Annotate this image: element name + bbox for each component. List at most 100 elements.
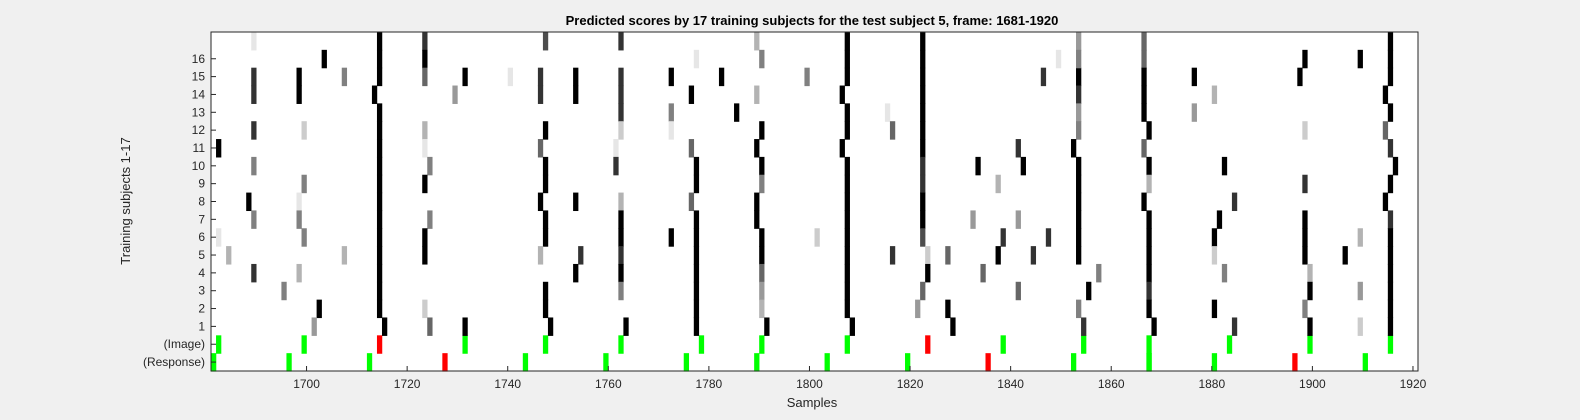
heatmap-cell	[1387, 49, 1394, 69]
heatmap-cell	[920, 174, 926, 194]
heatmap-cell	[844, 263, 850, 283]
heatmap-cell	[422, 67, 428, 87]
y-tick-label: 4	[198, 266, 205, 280]
heatmap-cell	[1226, 335, 1233, 354]
heatmap-cell	[376, 335, 383, 354]
heatmap-cell	[1387, 103, 1394, 122]
heatmap-cell	[1146, 121, 1152, 140]
heatmap-cell	[462, 335, 468, 354]
heatmap-cell	[366, 353, 373, 372]
heatmap-cell	[1096, 263, 1102, 283]
heatmap-cell	[1040, 67, 1047, 87]
y-axis: 16 15 14 13 12 11 10 9 8 7 6 5 4 3 2 1 (Image) (Response)	[143, 52, 216, 369]
heatmap-cell	[1081, 335, 1087, 354]
heatmap-cell	[547, 317, 554, 336]
heatmap-cell	[1076, 246, 1082, 265]
heatmap-cell	[216, 139, 222, 158]
heatmap-cell	[251, 121, 257, 140]
heatmap-cell	[1141, 192, 1147, 212]
heatmap-cell	[376, 174, 383, 194]
heatmap-cell	[462, 67, 468, 87]
heatmap-cell	[422, 299, 428, 319]
heatmap-cell	[985, 353, 991, 372]
heatmap-cell	[693, 49, 700, 69]
heatmap-cell	[618, 192, 624, 212]
heatmap-cell	[1076, 67, 1082, 87]
heatmap-cell	[442, 353, 448, 372]
heatmap-cell	[889, 246, 896, 265]
heatmap-cell	[422, 121, 428, 140]
heatmap-cell	[693, 228, 700, 247]
heatmap-cell	[734, 103, 740, 122]
y-tick-label: 5	[198, 248, 205, 262]
heatmap-cell	[920, 210, 926, 229]
heatmap-cell	[1307, 335, 1313, 354]
heatmap-cell	[884, 103, 891, 122]
heatmap-cell	[296, 192, 302, 212]
y-tick-label: (Response)	[143, 355, 205, 369]
heatmap-cell	[573, 85, 579, 104]
heatmap-cell	[1231, 192, 1238, 212]
heatmap-cell	[759, 228, 765, 247]
heatmap-cell	[1307, 263, 1313, 283]
heatmap-cell	[376, 281, 383, 301]
heatmap-cell	[246, 192, 252, 212]
heatmap-cell	[995, 246, 1001, 265]
heatmap-cell	[537, 85, 544, 104]
heatmap-cell	[1392, 156, 1399, 176]
heatmap-cell	[376, 299, 383, 319]
heatmap-cell	[1015, 281, 1021, 301]
heatmap-cell	[376, 246, 383, 265]
heatmap-cell	[920, 281, 926, 301]
heatmap-cell	[1191, 67, 1197, 87]
heatmap-cell	[1302, 228, 1308, 247]
heatmap-cell	[1357, 228, 1363, 247]
x-tick-label: 1800	[796, 377, 823, 391]
heatmap-cell	[452, 85, 458, 104]
heatmap-cell	[1070, 139, 1077, 158]
heatmap-cell	[693, 317, 700, 336]
heatmap-cell	[764, 317, 770, 336]
heatmap-cell	[1387, 299, 1394, 319]
heatmap-cell	[381, 317, 388, 336]
y-tick-label: 3	[198, 284, 205, 298]
heatmap-cell	[920, 228, 926, 247]
heatmap-cell	[839, 85, 845, 104]
heatmap-cell	[1216, 210, 1223, 229]
heatmap-cell	[1387, 67, 1394, 87]
heatmap-cell	[537, 139, 544, 158]
heatmap-cell	[1357, 317, 1363, 336]
heatmap-cell	[422, 246, 428, 265]
heatmap-cell	[1076, 32, 1082, 51]
heatmap-cell	[844, 192, 850, 212]
heatmap-cell	[1146, 210, 1152, 229]
heatmap-cell	[759, 281, 765, 301]
heatmap-cell	[542, 174, 549, 194]
y-tick-label: 7	[198, 212, 205, 226]
heatmap-cell	[754, 32, 760, 51]
heatmap-cell	[925, 246, 931, 265]
x-tick-label: 1720	[394, 377, 421, 391]
heatmap-cell	[920, 139, 926, 158]
heatmap-cell	[618, 228, 624, 247]
heatmap-cell	[1382, 121, 1389, 140]
heatmap-cell	[915, 299, 921, 319]
y-tick-label: 2	[198, 302, 205, 316]
heatmap-cell	[251, 263, 257, 283]
heatmap-cell	[427, 210, 433, 229]
heatmap-cell	[1076, 103, 1082, 122]
heatmap-cell	[1231, 317, 1238, 336]
heatmap-cell	[226, 246, 232, 265]
heatmap-cell	[251, 67, 257, 87]
heatmap-cell	[618, 67, 624, 87]
heatmap-cell	[286, 353, 292, 372]
heatmap-cell	[507, 67, 513, 87]
heatmap-cell	[427, 156, 433, 176]
heatmap-cell	[754, 85, 760, 104]
heatmap-cell	[844, 210, 850, 229]
heatmap-cell	[301, 228, 307, 247]
heatmap-cell	[824, 353, 830, 372]
heatmap-cell	[1211, 299, 1218, 319]
heatmap-cell	[1141, 49, 1147, 69]
